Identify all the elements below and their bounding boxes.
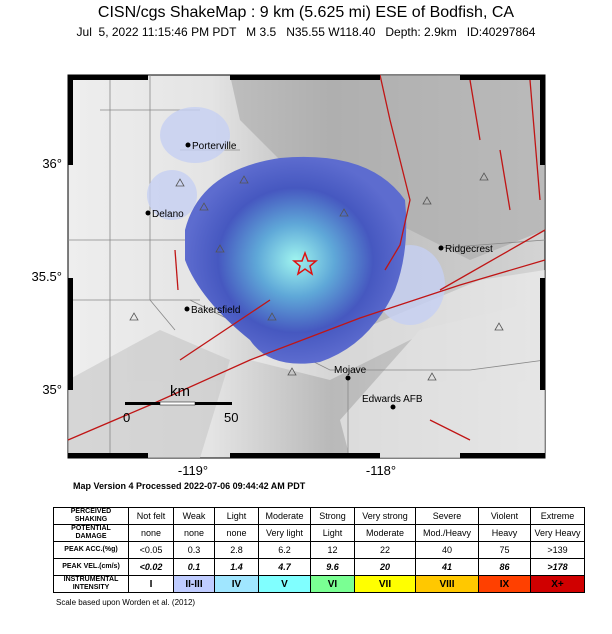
- legend-cell: 12: [310, 541, 355, 559]
- legend-cell: Very Heavy: [530, 524, 585, 542]
- city-label: Porterville: [192, 141, 237, 152]
- legend-cell: >139: [530, 541, 585, 559]
- epicenter: [291, 250, 319, 276]
- lon-label: -118°: [366, 463, 396, 478]
- city-label: Edwards AFB: [362, 394, 423, 405]
- legend-cell: none: [214, 524, 259, 542]
- legend-cell: Violent: [478, 507, 531, 525]
- legend-cell: Strong: [310, 507, 355, 525]
- intensity-legend: PERCEIVED SHAKING Not felt Weak Light Modera…: [53, 507, 585, 593]
- legend-cell: <0.02: [128, 558, 174, 576]
- map: Porterville Delano Ridgecrest Bakersfiel…: [31, 74, 546, 478]
- legend-cell: 0.1: [173, 558, 215, 576]
- legend-cell: IX: [478, 575, 531, 593]
- faults: [67, 74, 546, 441]
- legend-cell: Heavy: [478, 524, 531, 542]
- map-version: Map Version 4 Processed 2022-07-06 09:44…: [73, 481, 306, 491]
- lon-label: -119°: [178, 463, 208, 478]
- legend-cell: Weak: [173, 507, 215, 525]
- lat-label: 36°: [42, 156, 62, 171]
- legend-cell: IV: [214, 575, 259, 593]
- legend-cell: 6.2: [258, 541, 311, 559]
- legend-cell: <0.05: [128, 541, 174, 559]
- legend-cell: 75: [478, 541, 531, 559]
- legend-row: PEAK ACC.(%g) <0.05 0.3 2.8 6.2 12 22 40 75 >139: [53, 541, 585, 559]
- legend-row: PERCEIVED SHAKING Not felt Weak Light Modera…: [53, 507, 585, 525]
- border-ticks: [68, 75, 545, 458]
- legend-cell: 22: [354, 541, 416, 559]
- lat-labels: 36° 35.5° 35°: [31, 156, 62, 397]
- legend-cell: >178: [530, 558, 585, 576]
- legend-cell: 0.3: [173, 541, 215, 559]
- map-title: CISN/cgs ShakeMap : 9 km (5.625 mi) ESE …: [97, 4, 515, 21]
- legend-cell: Light: [310, 524, 355, 542]
- legend-row: POTENTIAL DAMAGE none none none Very light Li…: [53, 524, 585, 542]
- legend-cell: Very light: [258, 524, 311, 542]
- cities: Porterville Delano Ridgecrest Bakersfiel…: [145, 141, 493, 410]
- legend-cell: Mod./Heavy: [415, 524, 479, 542]
- row-label: POTENTIAL DAMAGE: [53, 524, 129, 542]
- row-label: INSTRUMENTAL INTENSITY: [53, 575, 129, 593]
- scale-start: 0: [123, 410, 130, 425]
- stations: [129, 172, 504, 381]
- legend-cell: 86: [478, 558, 531, 576]
- city-label: Delano: [152, 209, 184, 220]
- map-subtitle: Jul 5, 2022 11:15:46 PM PDT M 3.5 N35.55…: [76, 25, 536, 39]
- legend-row: PEAK VEL.(cm/s) <0.02 0.1 1.4 4.7 9.6 20 41 86 >1…: [53, 558, 585, 576]
- legend-row: INSTRUMENTAL INTENSITY I II-III IV V VI VII VII…: [53, 575, 585, 593]
- legend-cell: 1.4: [214, 558, 259, 576]
- legend-cell: 4.7: [258, 558, 311, 576]
- legend-cell: Moderate: [258, 507, 311, 525]
- city-label: Mojave: [334, 365, 367, 376]
- legend-cell: 20: [354, 558, 416, 576]
- legend-cell: none: [128, 524, 174, 542]
- legend-cell: 41: [415, 558, 479, 576]
- legend-cell: Very strong: [354, 507, 416, 525]
- legend-cell: Severe: [415, 507, 479, 525]
- legend-cell: VI: [310, 575, 355, 593]
- legend-cell: I: [128, 575, 174, 593]
- scale-unit: km: [170, 383, 190, 400]
- city-label: Bakersfield: [191, 305, 240, 316]
- row-label: PERCEIVED SHAKING: [53, 507, 129, 525]
- legend-cell: 2.8: [214, 541, 259, 559]
- scale-bar: km 0 50: [123, 383, 238, 425]
- legend-cell: Not felt: [128, 507, 174, 525]
- legend-cell: Light: [214, 507, 259, 525]
- legend-cell: 40: [415, 541, 479, 559]
- city-label: Ridgecrest: [445, 244, 493, 255]
- legend-cell: VIII: [415, 575, 479, 593]
- scale-end: 50: [224, 410, 238, 425]
- row-label: PEAK VEL.(cm/s): [53, 558, 129, 576]
- footnote: Scale based upon Worden et al. (2012): [56, 598, 196, 607]
- legend-cell: V: [258, 575, 311, 593]
- legend-cell: X+: [530, 575, 585, 593]
- lat-label: 35.5°: [31, 269, 62, 284]
- legend-cell: none: [173, 524, 215, 542]
- legend-cell: II-III: [173, 575, 215, 593]
- lat-label: 35°: [42, 382, 62, 397]
- lon-labels: -119° -118°: [178, 463, 396, 478]
- row-label: PEAK ACC.(%g): [53, 541, 129, 559]
- legend-cell: VII: [354, 575, 416, 593]
- legend-cell: Extreme: [530, 507, 585, 525]
- legend-cell: 9.6: [310, 558, 355, 576]
- legend-cell: Moderate: [354, 524, 416, 542]
